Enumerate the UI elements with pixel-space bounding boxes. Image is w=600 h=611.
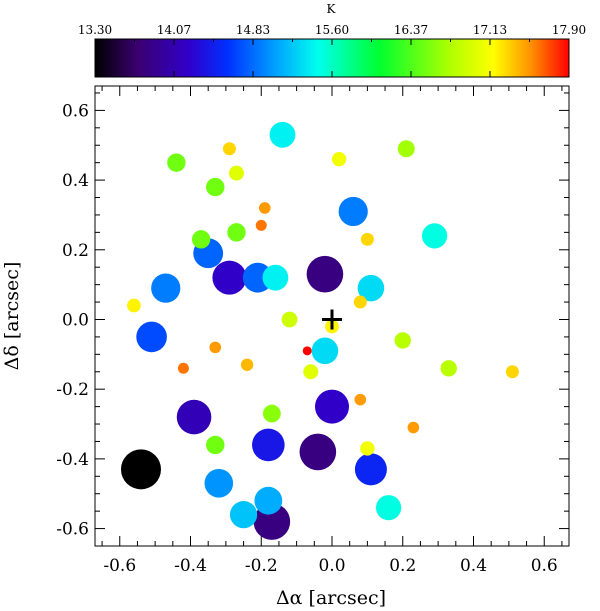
data-point [151,273,181,303]
data-point [360,441,375,456]
data-point [354,453,387,486]
data-point [407,421,420,434]
data-point [440,360,457,377]
data-point [167,153,186,172]
data-point [421,223,448,249]
origin-plus-marker [322,309,342,330]
data-point [302,346,312,356]
data-point [120,449,161,490]
data-point [269,121,296,148]
colorbar-gradient [94,38,570,78]
data-point [331,151,347,167]
data-point [191,230,211,249]
data-point [204,468,234,498]
data-point [212,260,247,295]
data-point [353,295,367,309]
y-tick-label: 0.4 [62,171,89,191]
data-point [206,177,225,197]
colorbar-tick-label: 14.07 [157,23,191,37]
axes-ticks: -0.6 -0.6 -0.4 -0.4 -0.2 -0.2 0.0 0.0 0.2 0.2 0.4 0… [56,86,569,576]
y-tick-label: -0.2 [56,380,89,400]
colorbar-ticks: 13.30 14.07 14.83 15.60 16.37 17.13 17.90 [78,23,586,77]
colorbar-tick-label: 15.60 [315,23,349,37]
data-point [338,196,368,227]
data-point [303,364,319,380]
x-tick-label: 0.0 [318,556,345,576]
data-point [136,321,167,353]
data-point [375,495,402,521]
data-point [240,358,254,371]
data-point [311,337,339,365]
x-tick-label: 0.6 [531,556,558,576]
data-point [354,393,367,406]
x-axis-title: Δα [arcsec] [276,587,386,609]
data-point [315,389,349,424]
data-point [209,341,222,354]
data-point [262,404,281,423]
data-point [222,142,236,156]
colorbar-title: K [327,2,337,16]
y-tick-label: -0.4 [56,450,89,470]
y-axis-title: Δδ [arcsec] [1,262,23,371]
data-point [227,223,246,242]
data-point [176,399,212,435]
colorbar-tick-label: 13.30 [78,23,112,37]
data-point [177,362,189,374]
data-point [254,486,283,515]
data-point [206,435,225,455]
data-point [255,219,267,231]
x-tick-label: -0.2 [245,556,278,576]
data-point [262,264,289,291]
y-tick-label: 0.6 [62,101,89,121]
data-point [228,165,244,181]
data-point [281,311,298,328]
y-tick-label: 0.0 [62,310,89,330]
data-point [229,501,258,529]
y-tick-label: -0.6 [56,520,89,540]
data-point [258,202,271,214]
data-point [397,140,415,158]
colorbar-tick-label: 17.90 [552,23,586,37]
colorbar: K 13.30 14.07 14.83 15.60 16.37 17.13 17.90 [78,2,586,78]
data-point [360,232,374,246]
data-point [357,274,385,302]
data-point [299,433,337,471]
data-point [394,332,411,349]
data-point [505,365,519,379]
data-point [306,255,344,293]
x-tick-label: 0.2 [389,556,416,576]
colorbar-tick-label: 14.83 [236,23,270,37]
colorbar-tick-label: 17.13 [473,23,507,37]
x-tick-label: 0.4 [460,556,487,576]
data-points [120,121,519,540]
data-point [127,298,141,313]
x-tick-label: -0.4 [174,556,207,576]
x-tick-label: -0.6 [103,556,136,576]
data-point [252,428,285,462]
y-tick-label: 0.2 [62,241,89,261]
colorbar-tick-label: 16.37 [394,23,428,37]
